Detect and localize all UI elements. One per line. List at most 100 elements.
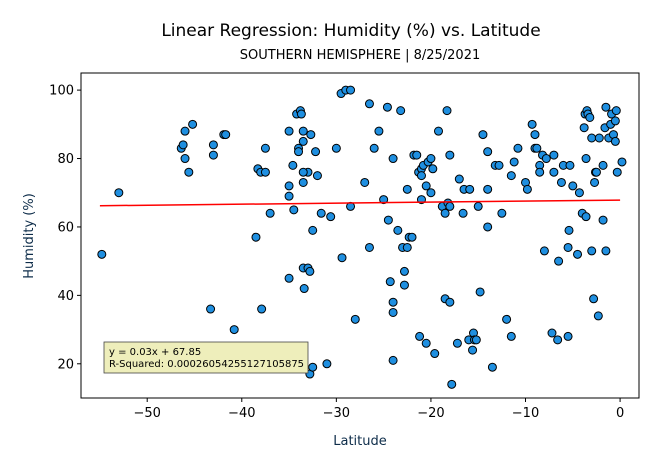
data-point-103: [447, 379, 457, 389]
data-point-155: [579, 123, 589, 133]
data-point-5: [180, 126, 190, 136]
data-point-64: [383, 215, 393, 225]
data-point-140: [547, 328, 557, 338]
data-point-150: [565, 160, 575, 170]
data-point-46: [312, 171, 322, 181]
data-point-98: [442, 106, 452, 116]
data-points: [97, 85, 627, 389]
data-point-167: [591, 167, 601, 177]
x-axis-label: Latitude: [333, 434, 387, 449]
data-point-8: [208, 150, 218, 160]
data-point-65: [385, 277, 395, 287]
data-point-73: [399, 266, 409, 276]
data-point-67: [388, 297, 398, 307]
annotation-box: [103, 341, 309, 374]
data-point-23: [284, 181, 294, 191]
data-point-45: [311, 147, 321, 157]
data-point-17: [260, 167, 270, 177]
data-point-180: [610, 116, 620, 126]
data-point-84: [416, 171, 426, 181]
data-point-7: [188, 119, 198, 129]
data-point-134: [532, 143, 542, 153]
data-point-173: [601, 102, 611, 112]
x-tick-label: −20: [417, 406, 444, 421]
plot-frame: [80, 72, 640, 399]
data-point-93: [430, 349, 440, 359]
regression-line-layer: [99, 199, 621, 207]
data-point-87: [421, 181, 431, 191]
data-point-6: [184, 167, 194, 177]
data-point-183: [617, 157, 627, 167]
y-tick-label: 60: [57, 220, 74, 235]
data-point-142: [549, 167, 559, 177]
data-point-104: [452, 338, 462, 348]
data-point-9: [208, 140, 218, 150]
data-point-3: [178, 140, 188, 150]
data-point-105: [454, 174, 464, 184]
data-point-61: [374, 126, 384, 136]
x-tick-label: −40: [228, 406, 255, 421]
data-point-169: [594, 133, 604, 143]
data-point-70: [393, 225, 403, 235]
data-point-110: [468, 345, 478, 355]
data-point-22: [284, 191, 294, 201]
data-point-102: [445, 297, 455, 307]
x-axis-ticks: −50 −40 −30 −20 −10 0: [133, 398, 624, 421]
data-point-19: [260, 143, 270, 153]
data-point-132: [530, 130, 540, 140]
data-point-0: [97, 249, 107, 259]
data-point-57: [360, 177, 370, 187]
data-point-48: [322, 359, 332, 369]
data-point-114: [473, 201, 483, 211]
data-point-11: [221, 130, 231, 140]
data-point-80: [412, 150, 422, 160]
data-point-138: [539, 246, 549, 256]
data-point-171: [598, 160, 608, 170]
data-point-158: [581, 154, 591, 164]
data-point-42: [306, 130, 316, 140]
y-axis-label: Humidity (%): [22, 193, 37, 279]
data-point-60: [369, 143, 379, 153]
data-point-40: [298, 167, 308, 177]
chart-subtitle: SOUTHERN HEMISPHERE | 8/25/2021: [240, 48, 481, 63]
data-point-92: [428, 164, 438, 174]
data-point-29: [294, 147, 304, 157]
data-point-31: [296, 109, 306, 119]
data-point-69: [388, 355, 398, 365]
data-point-91: [426, 188, 436, 198]
data-point-179: [610, 136, 620, 146]
data-point-182: [612, 167, 622, 177]
data-point-94: [434, 126, 443, 136]
data-point-14: [251, 232, 261, 242]
data-point-18: [257, 304, 267, 314]
data-point-20: [265, 208, 275, 218]
data-point-125: [506, 171, 516, 181]
data-point-24: [284, 273, 294, 283]
data-point-101: [445, 201, 455, 211]
data-point-153: [574, 188, 584, 198]
regression-annotation: y = 0.03x + 67.85 R-Squared: 0.000260542…: [103, 341, 309, 374]
data-point-168: [593, 311, 603, 321]
data-point-128: [513, 143, 523, 153]
data-point-106: [458, 208, 468, 218]
data-point-144: [554, 256, 564, 266]
data-point-4: [180, 154, 190, 164]
data-point-148: [563, 242, 573, 252]
data-point-126: [506, 331, 516, 341]
data-point-117: [483, 147, 493, 157]
data-point-49: [326, 212, 336, 222]
data-point-36: [299, 284, 309, 294]
data-point-66: [388, 154, 398, 164]
data-point-53: [337, 253, 347, 263]
data-point-68: [388, 307, 398, 317]
data-point-120: [487, 362, 497, 372]
data-point-141: [549, 150, 559, 160]
data-point-32: [298, 126, 308, 136]
data-point-116: [478, 130, 488, 140]
data-point-21: [284, 126, 294, 136]
data-point-136: [535, 167, 545, 177]
data-point-149: [564, 225, 574, 235]
data-point-1: [114, 188, 124, 198]
data-point-59: [364, 242, 374, 252]
data-point-161: [585, 112, 595, 122]
